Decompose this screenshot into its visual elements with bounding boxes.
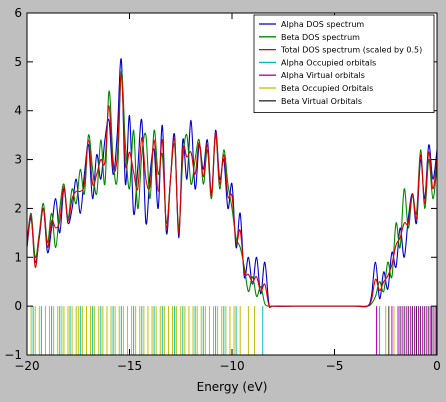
alpha-dos-line [26, 58, 438, 309]
legend-entry: Total DOS spectrum (scaled by 0.5) [280, 46, 422, 55]
y-tick-label: 0 [14, 299, 22, 313]
legend-entry: Beta Occupied Orbitals [281, 84, 373, 93]
legend-entry: Alpha Occupied orbitals [281, 58, 376, 67]
y-tick-label: 5 [14, 55, 22, 69]
y-tick-label: 4 [14, 104, 22, 118]
x-tick-label: −15 [117, 359, 142, 373]
y-tick-label: −1 [4, 348, 22, 362]
x-tick-label: −5 [326, 359, 344, 373]
y-tick-label: 2 [14, 201, 22, 215]
legend: Alpha DOS spectrum Beta DOS spectrum Total… [253, 14, 435, 113]
beta-dos-line [26, 71, 438, 307]
legend-box [253, 14, 435, 113]
dos-series [26, 58, 438, 309]
x-axis-label: Energy (eV) [197, 380, 268, 394]
legend-entry: Alpha DOS spectrum [281, 20, 364, 29]
x-tick-label: −10 [219, 359, 244, 373]
y-tick-label: 6 [14, 6, 22, 20]
y-tick-label: 3 [14, 153, 22, 167]
legend-entry: Beta Virtual Orbitals [281, 97, 362, 106]
legend-entry: Alpha Virtual orbitals [281, 71, 365, 80]
y-tick-label: 1 [14, 250, 22, 264]
total-dos-line [26, 73, 438, 308]
orbital-lines [30, 306, 437, 355]
legend-entry: Beta DOS spectrum [281, 33, 360, 42]
x-tick-label: −20 [14, 359, 39, 373]
x-tick-label: 0 [433, 359, 441, 373]
